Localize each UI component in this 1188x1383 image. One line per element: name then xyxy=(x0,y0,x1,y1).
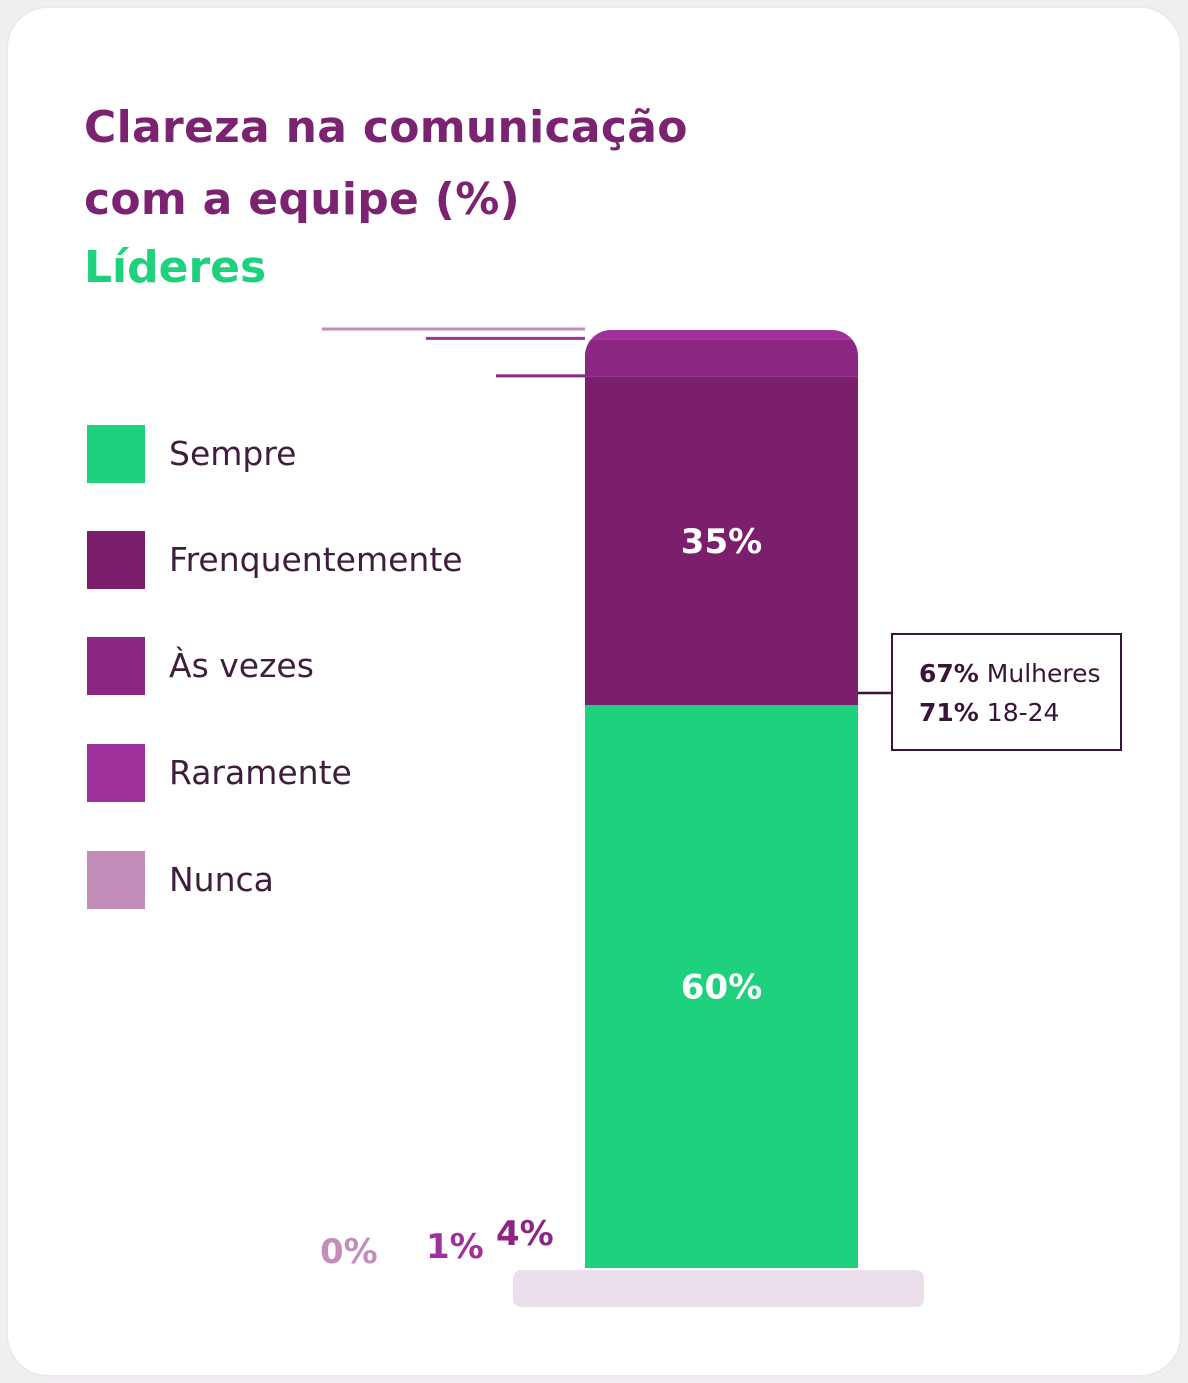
callout-value-age: 71% xyxy=(919,698,979,727)
callout-box: 67% Mulheres 71% 18-24 xyxy=(891,633,1122,751)
bar-label-frenquentemente: 35% xyxy=(681,522,762,562)
bar-label-nunca: 0% xyxy=(320,1232,378,1272)
legend-label-as-vezes: Às vezes xyxy=(169,646,314,685)
legend-swatch-sempre xyxy=(87,425,145,483)
callout-line-age: 71% 18-24 xyxy=(919,698,1059,728)
legend-label-frenquentemente: Frenquentemente xyxy=(169,540,463,579)
legend-item-sempre: Sempre xyxy=(87,425,547,483)
chart-title-line-2: com a equipe (%) xyxy=(84,174,520,225)
legend-label-raramente: Raramente xyxy=(169,753,352,792)
legend-label-nunca: Nunca xyxy=(169,860,274,899)
legend-swatch-raramente xyxy=(87,744,145,802)
bar-segment-frenquentemente xyxy=(585,376,858,706)
bar-segment-raramente xyxy=(585,330,858,340)
legend-swatch-as-vezes xyxy=(87,637,145,695)
legend-item-raramente: Raramente xyxy=(87,744,547,802)
chart-title: Clareza na comunicação com a equipe (%) xyxy=(84,92,688,236)
callout-text-women: Mulheres xyxy=(986,659,1101,688)
chart-subtitle: Líderes xyxy=(84,242,267,293)
chart-title-line-1: Clareza na comunicação xyxy=(84,102,688,153)
callout-line-women: 67% Mulheres xyxy=(919,659,1101,689)
bar-segments xyxy=(585,330,858,1268)
legend-item-frenquentemente: Frenquentemente xyxy=(87,531,547,589)
legend-label-sempre: Sempre xyxy=(169,434,297,473)
callout-text-age: 18-24 xyxy=(986,698,1060,727)
bar-base-shadow xyxy=(513,1270,924,1307)
bar-label-as-vezes: 4% xyxy=(496,1214,554,1254)
legend-item-as-vezes: Às vezes xyxy=(87,637,547,695)
bar-label-sempre: 60% xyxy=(681,968,762,1008)
callout-value-women: 67% xyxy=(919,659,979,688)
bar-label-raramente: 1% xyxy=(426,1227,484,1267)
bar-segment-sempre xyxy=(585,705,858,1268)
legend-item-nunca: Nunca xyxy=(87,851,547,909)
legend-swatch-frenquentemente xyxy=(87,531,145,589)
legend-swatch-nunca xyxy=(87,851,145,909)
bar-segment-as-vezes xyxy=(585,339,858,377)
